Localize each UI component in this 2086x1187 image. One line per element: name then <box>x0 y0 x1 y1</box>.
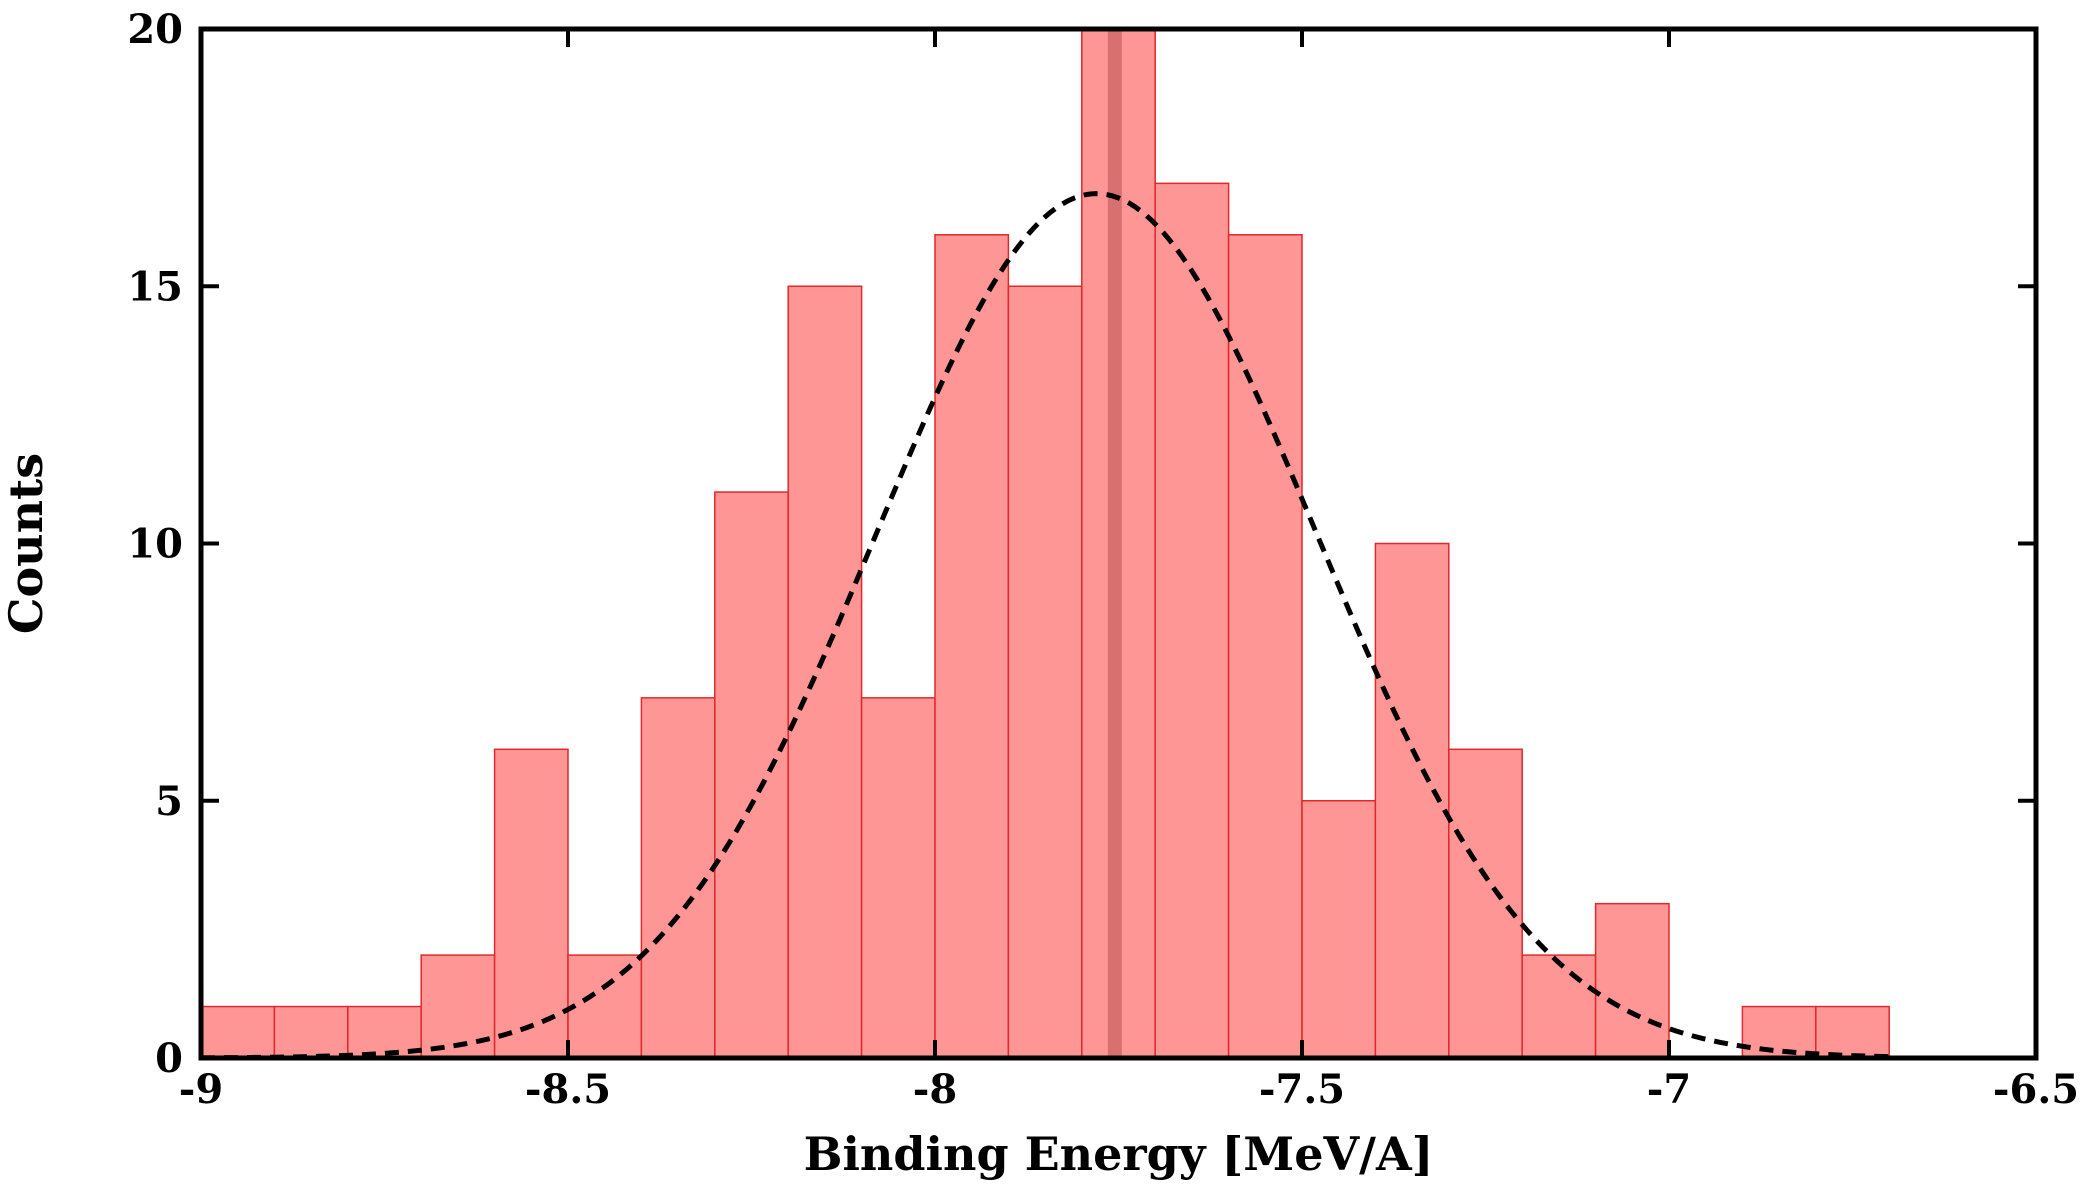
histogram-bar <box>1521 954 1597 1059</box>
histogram-bar <box>493 748 569 1059</box>
y-tick-label: 5 <box>155 778 183 825</box>
gaussian-fit-curve <box>200 191 1890 1061</box>
x-tick-label: -9 <box>179 1066 223 1113</box>
histogram-bar <box>640 697 716 1059</box>
histogram-bar <box>567 954 643 1059</box>
histogram-bar <box>1227 234 1303 1059</box>
mean-marker-line <box>1107 29 1122 1058</box>
x-tick-label: -8 <box>913 1066 957 1113</box>
y-axis-label: Counts <box>0 453 53 634</box>
histogram-bars <box>200 28 1890 1059</box>
histogram-bar <box>714 491 789 1059</box>
histogram-bar <box>1594 902 1670 1059</box>
histogram-bar <box>1007 285 1083 1059</box>
histogram-bar <box>347 1005 422 1059</box>
histogram-bar <box>1154 182 1230 1059</box>
histogram-bar <box>787 285 863 1059</box>
x-axis-tick-labels: -9 -8.5 -8 -7.5 -7 -6.5 <box>179 1066 2079 1113</box>
y-axis-tick-labels: 0 5 10 15 20 <box>127 6 183 1082</box>
histogram-bar <box>934 234 1010 1059</box>
x-tick-label: -8.5 <box>525 1066 611 1113</box>
y-tick-label: 10 <box>127 521 183 568</box>
histogram-bar <box>1448 748 1523 1059</box>
histogram-bar <box>1301 800 1377 1059</box>
x-axis-label: Binding Energy [MeV/A] <box>804 1127 1434 1181</box>
x-tick-label: -7 <box>1647 1066 1691 1113</box>
axis-ticks <box>199 27 2038 1060</box>
y-tick-label: 0 <box>155 1035 183 1082</box>
histogram-bar <box>1741 1005 1817 1059</box>
histogram-bar <box>860 697 936 1059</box>
x-tick-label: -7.5 <box>1259 1066 1345 1113</box>
y-tick-label: 20 <box>127 6 183 53</box>
histogram-bar <box>200 1005 276 1059</box>
histogram-bar <box>273 1005 349 1059</box>
x-tick-label: -6.5 <box>1993 1066 2079 1113</box>
histogram-bar <box>1815 1005 1890 1059</box>
y-tick-label: 15 <box>127 263 183 310</box>
